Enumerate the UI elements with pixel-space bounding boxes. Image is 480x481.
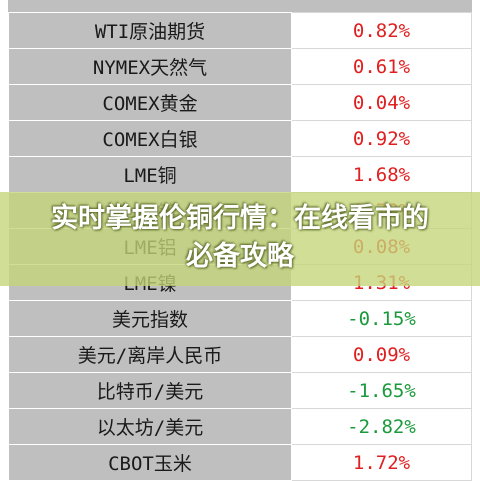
change-value: 0.09% — [290, 336, 473, 373]
table-row: LME铜 1.68% — [8, 156, 473, 193]
change-value: 1.68% — [290, 156, 473, 193]
instrument-name: 以太坊/美元 — [8, 408, 292, 445]
table-row: NYMEX天然气 0.61% — [8, 48, 473, 85]
table-row: COMEX黄金 0.04% — [8, 84, 473, 121]
instrument-name: CBOT玉米 — [8, 444, 292, 481]
change-value: -0.15% — [290, 300, 473, 337]
instrument-name: LME铜 — [8, 156, 292, 193]
table-row: 美元/离岸人民币 0.09% — [8, 336, 473, 373]
banner: 实时掌握伦铜行情：在线看市的必备攻略 — [0, 192, 480, 286]
instrument-name: 比特币/美元 — [8, 372, 292, 409]
instrument-name: NYMEX天然气 — [8, 48, 292, 85]
change-value: 0.04% — [290, 84, 473, 121]
table-row: COMEX白银 0.92% — [8, 120, 473, 157]
change-value: 0.61% — [290, 48, 473, 85]
change-value: 0.82% — [290, 12, 473, 49]
instrument-name: 美元/离岸人民币 — [8, 336, 292, 373]
instrument-name: COMEX白银 — [8, 120, 292, 157]
banner-title: 实时掌握伦铜行情：在线看市的必备攻略 — [51, 203, 429, 272]
instrument-name: 美元指数 — [8, 300, 292, 337]
table-row: 比特币/美元 -1.65% — [8, 372, 473, 409]
header-strip — [8, 0, 472, 12]
instrument-name: COMEX黄金 — [8, 84, 292, 121]
table-row: 美元指数 -0.15% — [8, 300, 473, 337]
change-value: 0.92% — [290, 120, 473, 157]
table-row: 以太坊/美元 -2.82% — [8, 408, 473, 445]
change-value: 1.72% — [290, 444, 473, 481]
change-value: -2.82% — [290, 408, 473, 445]
table-row: WTI原油期货 0.82% — [8, 12, 473, 49]
table-row: CBOT玉米 1.72% — [8, 444, 473, 481]
change-value: -1.65% — [290, 372, 473, 409]
instrument-name: WTI原油期货 — [8, 12, 292, 49]
